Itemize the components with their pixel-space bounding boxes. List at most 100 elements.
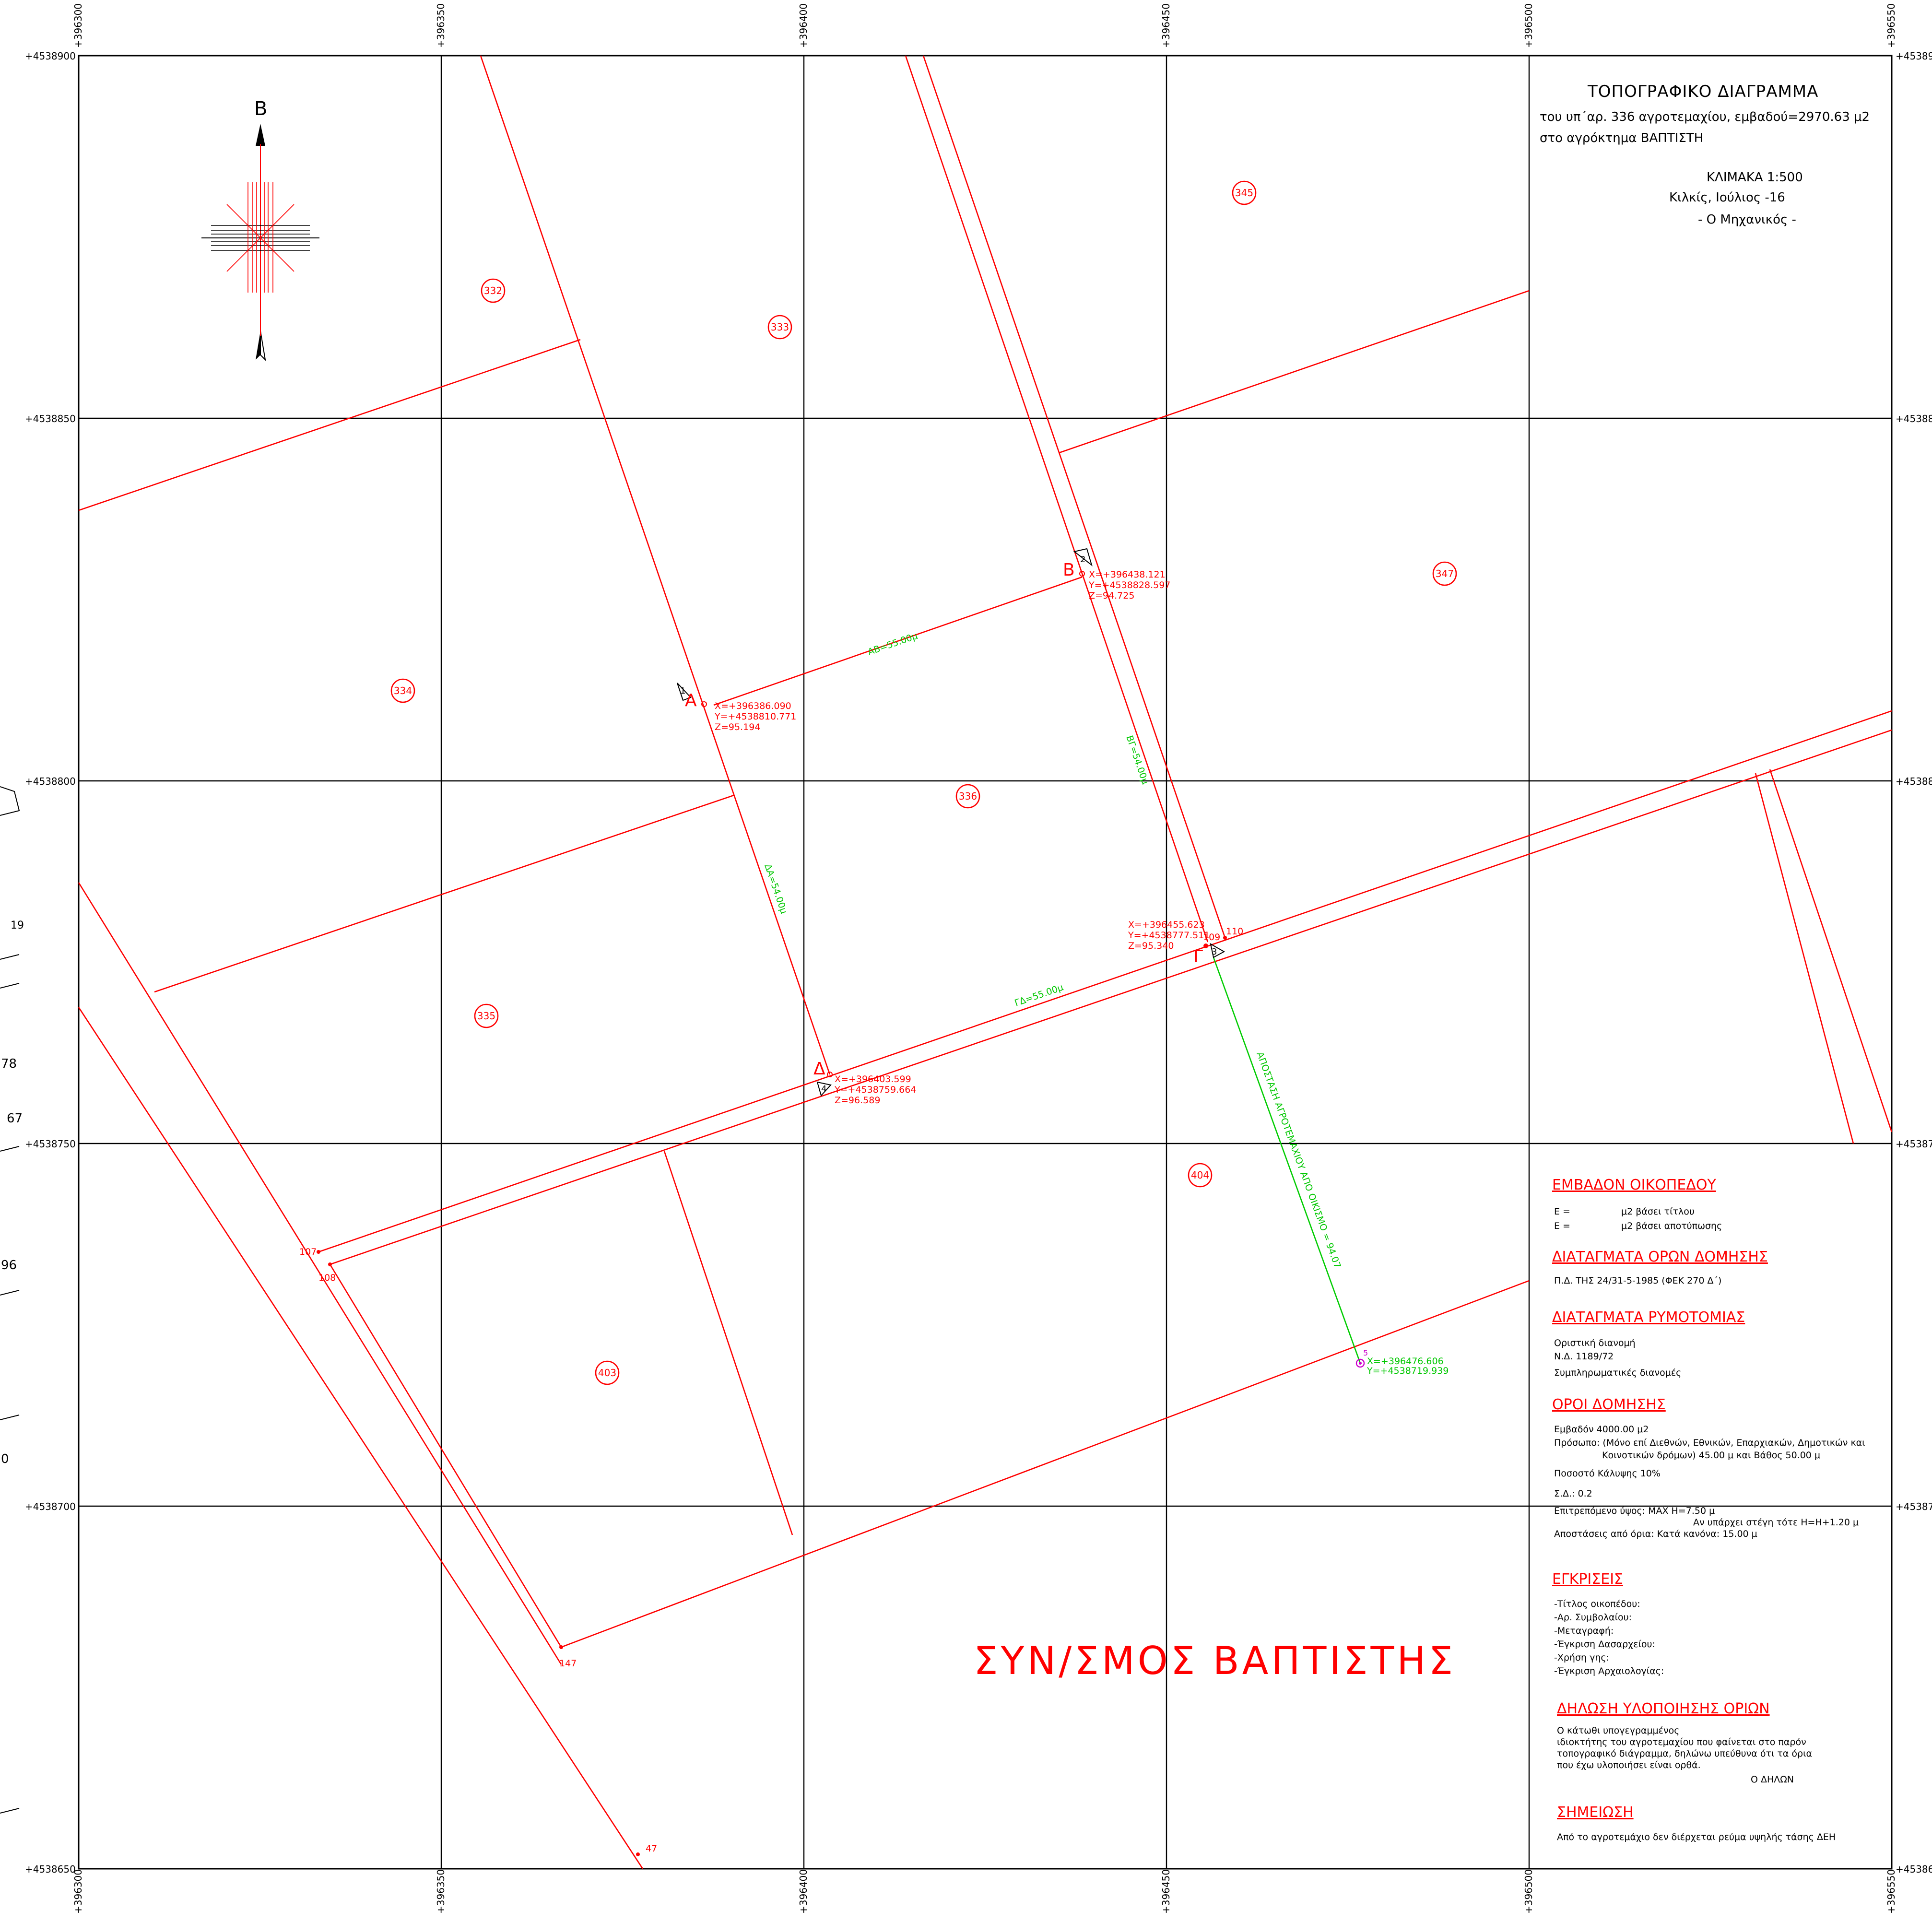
vertex-d: 4 Δ X=+396403.599 Y=+4538759.664 Z=96.58… (813, 1059, 916, 1106)
y-label-right: +453880 (1896, 776, 1932, 787)
approval-item: -Έγκριση Αρχαιολογίας: (1554, 1666, 1664, 1676)
vertex-number: 1 (680, 686, 685, 696)
owner-label: ΣΥΝ/ΣΜΟΣ ΒΑΠΤΙΣΤΗΣ (974, 1639, 1456, 1683)
parcel-number: 336 (959, 790, 977, 802)
drawing-scale: ΚΛΙΜΑΚΑ 1:500 (1707, 170, 1803, 185)
vertex-c: 3 Γ X=+396455.623 Y=+4538777.511 Z=95.34… (1128, 920, 1225, 967)
fragment-label: 67 (7, 1111, 23, 1126)
y-label-right: +453885 (1896, 413, 1932, 424)
point-label: 108 (318, 1273, 336, 1283)
approvals-heading: ΕΓΚΡΙΣΕΙΣ (1552, 1571, 1623, 1588)
side-length-bc: ΒΓ=54.00μ (1124, 734, 1150, 785)
zoning-text: Ν.Δ. 1189/72 (1554, 1351, 1614, 1362)
legend-panel: ΕΜΒΑΔΟΝ ΟΙΚΟΠΕΔΟΥ Ε = μ2 βάσει τίτλου Ε … (1552, 1177, 1865, 1842)
decrees-heading: ΔΙΑΤΑΓΜΑΤΑ ΟΡΩΝ ΔΟΜΗΣΗΣ (1552, 1249, 1768, 1265)
cadastral-boundaries (78, 55, 1893, 1869)
approval-item: -Χρήση γης: (1554, 1652, 1609, 1663)
boundary-line (78, 339, 581, 511)
fragment-label: 19 (11, 920, 24, 932)
parcel-number: 334 (394, 685, 412, 696)
x-label-bottom: +396300 (72, 1869, 84, 1914)
parcel-labels: 345 332 333 347 334 336 335 404 403 (390, 180, 1457, 1385)
terms-text: Πρόσωπο: (Μόνο επί Διεθνών, Εθνικών, Επα… (1554, 1438, 1865, 1448)
x-label-top: +396400 (798, 3, 809, 48)
road-edge-line (318, 710, 1892, 1253)
declaration-sign: Ο ΔΗΛΩΝ (1751, 1774, 1794, 1785)
boundary-line (480, 55, 831, 1075)
adjacent-sheet-fragment: 19 78 67 96 0 (0, 786, 24, 1814)
vertex-z: Z=94.725 (1089, 590, 1134, 601)
zoning-heading: ΔΙΑΤΑΓΜΑΤΑ ΡΥΜΟΤΟΜΙΑΣ (1552, 1309, 1745, 1326)
terms-text: Αν υπάρχει στέγη τότε H=H+1.20 μ (1693, 1517, 1859, 1528)
x-label-top: +396350 (435, 3, 447, 48)
survey-points: 107 108 109 110 147 47 (299, 926, 1243, 1856)
x-label-bottom: +396450 (1160, 1869, 1172, 1914)
boundary-line (561, 1280, 1530, 1648)
x-label-bottom: +396500 (1523, 1869, 1534, 1914)
parcel-number: 335 (477, 1010, 495, 1022)
vertex-z: Z=96.589 (835, 1095, 880, 1106)
fragment-label: 96 (1, 1258, 17, 1273)
vertex-b: 2 Β X=+396438.121 Y=+4538828.597 Z=94.72… (1063, 548, 1170, 601)
road-edge-line (905, 55, 1209, 943)
vertex-a: 1 Α X=+396386.090 Y=+4538810.771 Z=95.19… (677, 683, 796, 732)
x-labels-top: +396300 +396350 +396400 +396450 +396500 … (72, 3, 1897, 48)
vertex-letter: Γ (1193, 947, 1203, 967)
coordinate-grid (79, 56, 1892, 1869)
x-labels-bottom: +396300 +396350 +396400 +396450 +396500 … (72, 1869, 1897, 1914)
x-label-top: +396300 (72, 3, 84, 48)
vertex-number: 2 (1080, 554, 1085, 565)
road-edge-line (330, 729, 1892, 1265)
y-label-right: +453890 (1896, 50, 1932, 62)
vertex-z: Z=95.194 (715, 722, 760, 732)
point-label: 47 (646, 1843, 657, 1854)
distance-y: Y=+4538719.939 (1367, 1366, 1449, 1376)
north-arrow-icon: B (201, 98, 319, 361)
x-label-top: +396500 (1523, 3, 1534, 48)
terms-heading: ΟΡΟΙ ΔΟΜΗΣΗΣ (1552, 1396, 1666, 1413)
road-edge-line (78, 1007, 644, 1869)
point-label: 110 (1226, 926, 1243, 937)
parcel-number: 403 (598, 1367, 616, 1379)
drawing-title: ΤΟΠΟΓΡΑΦΙΚΟ ΔΙΑΓΡΑΜΜΑ (1587, 82, 1818, 101)
declaration-text: Ο κάτωθι υπογεγραμμένος (1557, 1725, 1679, 1736)
declaration-text: που έχω υλοποιήσει είναι ορθά. (1557, 1760, 1701, 1770)
parcel-number: 347 (1436, 568, 1454, 579)
vertex-x: X=+396403.599 (835, 1074, 911, 1085)
y-label-left: +4538700 (25, 1501, 76, 1512)
settlement-distance: ΑΠΟΣΤΑΣΗ ΑΓΡΟΤΕΜΑΧΙΟΥ ΑΠΟ ΟΙΚΙΣΜΟ = 94.0… (1254, 1050, 1449, 1376)
boundary-line (1059, 290, 1530, 454)
point-label: 107 (299, 1247, 317, 1257)
x-label-bottom: +396400 (798, 1869, 809, 1914)
vertex-y: Y=+4538810.771 (714, 711, 796, 722)
terms-text: Ποσοστό Κάλυψης 10% (1554, 1468, 1661, 1479)
road-edge-line (78, 882, 562, 1665)
vertex-z: Z=95.340 (1128, 941, 1174, 951)
road-edge-line (1755, 773, 1854, 1144)
y-label-left: +4538800 (25, 776, 76, 787)
distance-point-number: 5 (1363, 1348, 1368, 1357)
note-heading: ΣΗΜΕΙΩΣΗ (1557, 1804, 1634, 1821)
x-label-bottom: +396550 (1885, 1869, 1897, 1914)
approval-item: -Αρ. Συμβολαίου: (1554, 1612, 1632, 1623)
x-label-bottom: +396350 (435, 1869, 447, 1914)
parcel-number: 333 (771, 321, 789, 333)
drawing-date: Κιλκίς, Ιούλιος -16 (1669, 190, 1785, 205)
y-label-left: +4538750 (25, 1138, 76, 1150)
map-frame (78, 55, 1893, 1870)
area-survey-text: μ2 βάσει αποτύπωσης (1621, 1221, 1722, 1231)
boundary-line (663, 1151, 793, 1535)
vertex-x: X=+396455.623 (1128, 920, 1205, 930)
area-e-title: Ε = (1554, 1206, 1570, 1217)
approval-item: -Έγκριση Δασαρχείου: (1554, 1639, 1655, 1650)
boundary-line (154, 794, 734, 993)
vertex-y: Y=+4538777.511 (1128, 930, 1210, 941)
y-label-right: +453865 (1896, 1863, 1932, 1875)
x-label-top: +396450 (1160, 3, 1172, 48)
y-label-right: +453875 (1896, 1138, 1932, 1150)
approval-item: -Τίτλος οικοπέδου: (1554, 1599, 1640, 1609)
parcel-number: 404 (1191, 1169, 1209, 1181)
x-label-top: +396550 (1885, 3, 1897, 48)
vertex-letter: Α (685, 691, 697, 710)
distance-label: ΑΠΟΣΤΑΣΗ ΑΓΡΟΤΕΜΑΧΙΟΥ ΑΠΟ ΟΙΚΙΣΜΟ = 94.0… (1254, 1050, 1343, 1270)
